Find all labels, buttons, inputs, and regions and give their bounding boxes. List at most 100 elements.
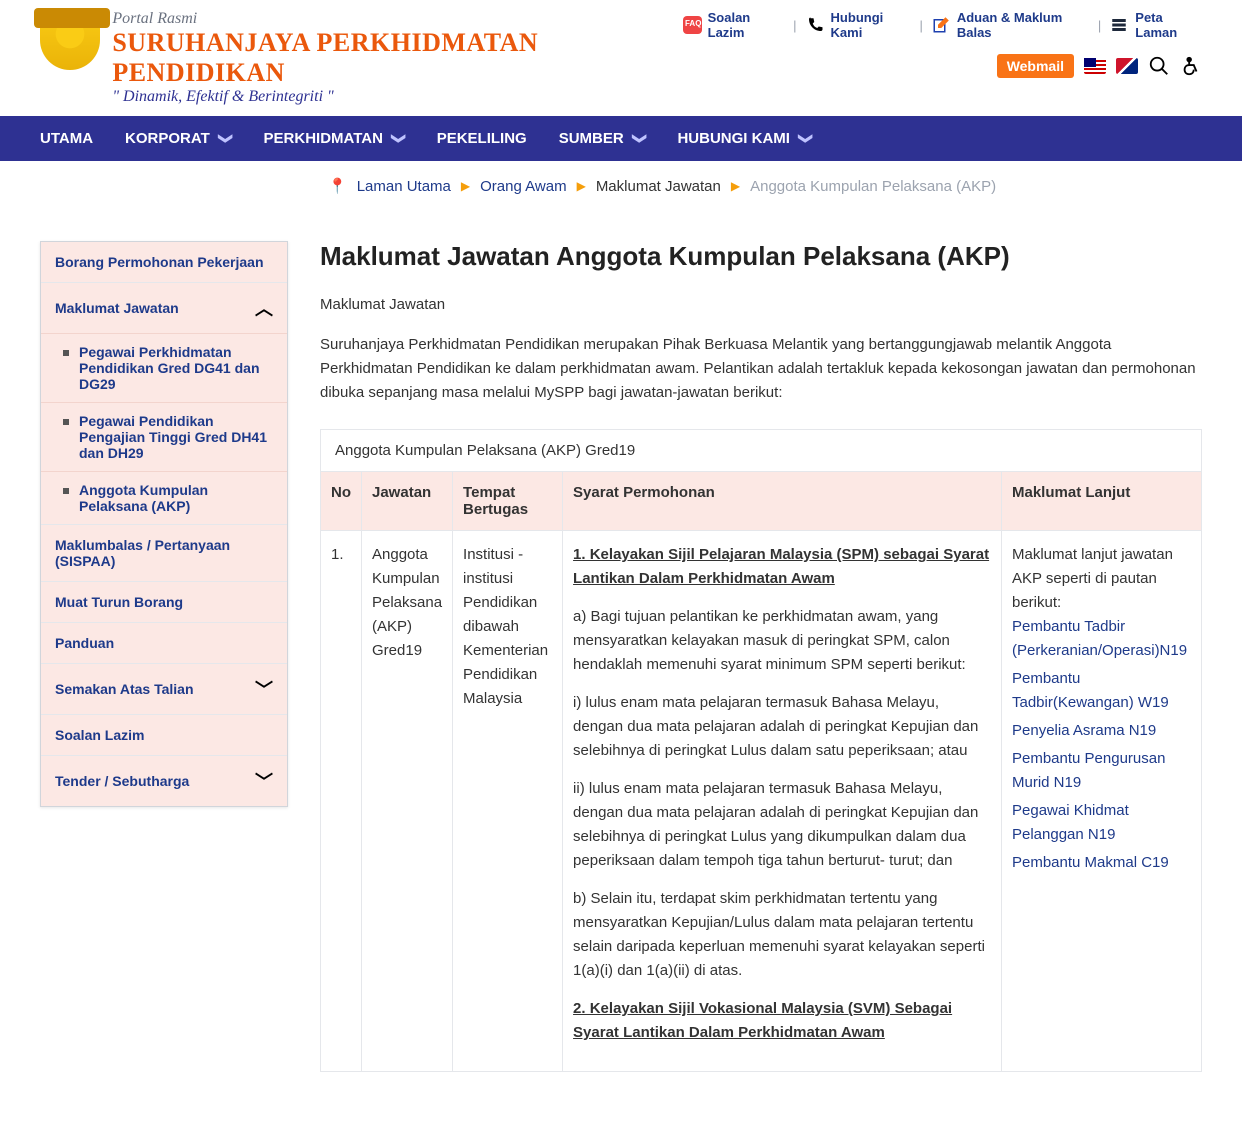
cell-syarat: 1. Kelayakan Sijil Pelajaran Malaysia (S… xyxy=(563,531,1002,1072)
faq-icon xyxy=(683,16,702,34)
chevron-right-icon: ▶ xyxy=(731,179,740,193)
nav-item-korporat[interactable]: KORPORAT❯ xyxy=(125,130,231,147)
contact-link[interactable]: Hubungi Kami xyxy=(805,10,912,40)
crest-icon xyxy=(40,10,100,70)
header-right: Soalan Lazim | Hubungi Kami | Aduan & Ma… xyxy=(683,10,1202,78)
sidebar-item-label: Borang Permohonan Pekerjaan xyxy=(55,254,264,270)
breadcrumb-wrap: 📍 Laman Utama ▶ Orang Awam ▶ Maklumat Ja… xyxy=(0,161,1242,211)
sidebar-sub-item[interactable]: Pegawai Perkhidmatan Pendidikan Gred DG4… xyxy=(41,333,287,402)
chevron-down-icon: ﹀ xyxy=(255,676,273,702)
chevron-down-icon: ❯ xyxy=(390,133,407,145)
sidebar-sub-item[interactable]: Anggota Kumpulan Pelaksana (AKP) xyxy=(41,471,287,524)
bullet-icon xyxy=(63,419,69,425)
bullet-icon xyxy=(63,488,69,494)
site-header: Portal Rasmi SURUHANJAYA PERKHIDMATAN PE… xyxy=(0,0,1242,116)
sidebar-sub-label: Pegawai Pendidikan Pengajian Tinggi Gred… xyxy=(79,413,273,461)
sitemap-icon xyxy=(1109,16,1129,34)
nav-label: UTAMA xyxy=(40,130,93,147)
nav-label: SUMBER xyxy=(559,130,624,147)
breadcrumb: 📍 Laman Utama ▶ Orang Awam ▶ Maklumat Ja… xyxy=(328,177,1242,195)
search-icon[interactable] xyxy=(1148,55,1170,77)
chevron-up-icon: ︿ xyxy=(255,295,273,321)
sidebar-item-label: Panduan xyxy=(55,635,114,651)
accessibility-icon[interactable] xyxy=(1180,55,1202,77)
logo-text: Portal Rasmi SURUHANJAYA PERKHIDMATAN PE… xyxy=(112,10,683,106)
page-subtitle: Maklumat Jawatan xyxy=(320,296,1202,313)
cell-jawatan: Anggota Kumpulan Pelaksana (AKP) Gred19 xyxy=(362,531,453,1072)
faq-link-label: Soalan Lazim xyxy=(708,10,786,40)
jawatan-table: Anggota Kumpulan Pelaksana (AKP) Gred19 … xyxy=(320,429,1202,1072)
req-h1: 1. Kelayakan Sijil Pelajaran Malaysia (S… xyxy=(573,546,989,587)
req-i2: ii) lulus enam mata pelajaran termasuk B… xyxy=(573,777,991,873)
form-icon xyxy=(931,16,951,34)
nav-item-hubungi-kami[interactable]: HUBUNGI KAMI ❯ xyxy=(677,130,811,147)
nav-label: PERKHIDMATAN xyxy=(264,130,383,147)
nav-item-perkhidmatan[interactable]: PERKHIDMATAN ❯ xyxy=(264,130,405,147)
lanjut-link[interactable]: Pembantu Tadbir (Perkeranian/Operasi)N19 xyxy=(1012,615,1191,663)
req-b: b) Selain itu, terdapat skim perkhidmata… xyxy=(573,887,991,983)
portal-label: Portal Rasmi xyxy=(112,10,683,28)
lanjut-link[interactable]: Penyelia Asrama N19 xyxy=(1012,719,1191,743)
req-a: a) Bagi tujuan pelantikan ke perkhidmata… xyxy=(573,605,991,677)
crumb-l2: Maklumat Jawatan xyxy=(596,178,721,195)
table-caption: Anggota Kumpulan Pelaksana (AKP) Gred19 xyxy=(320,429,1202,471)
table-header: No xyxy=(321,472,362,531)
nav-item-sumber[interactable]: SUMBER ❯ xyxy=(559,130,646,147)
sidebar-item[interactable]: Maklumbalas / Pertanyaan (SISPAA) xyxy=(41,525,287,581)
sidebar-item-label: Maklumat Jawatan xyxy=(55,300,179,316)
lanjut-intro: Maklumat lanjut jawatan AKP seperti di p… xyxy=(1012,543,1191,615)
chevron-down-icon: ﹀ xyxy=(255,768,273,794)
nav-label: PEKELILING xyxy=(437,130,527,147)
sidebar-item[interactable]: Semakan Atas Talian﹀ xyxy=(41,664,287,714)
page-intro: Suruhanjaya Perkhidmatan Pendidikan meru… xyxy=(320,333,1202,405)
sidebar-item[interactable]: Borang Permohonan Pekerjaan xyxy=(41,242,287,282)
table-header: Syarat Permohonan xyxy=(563,472,1002,531)
tool-row: Webmail xyxy=(997,54,1202,78)
webmail-button[interactable]: Webmail xyxy=(997,54,1074,78)
nav-label: HUBUNGI KAMI xyxy=(677,130,790,147)
nav-item-pekeliling[interactable]: PEKELILING xyxy=(437,130,527,147)
nav-label: KORPORAT xyxy=(125,130,210,147)
cell-no: 1. xyxy=(321,531,362,1072)
nav-item-utama[interactable]: UTAMA xyxy=(40,130,93,147)
lang-my-icon[interactable] xyxy=(1084,58,1106,74)
content: Maklumat Jawatan Anggota Kumpulan Pelaks… xyxy=(320,241,1202,1082)
chevron-down-icon: ❯ xyxy=(797,133,814,145)
sitemap-link[interactable]: Peta Laman xyxy=(1109,10,1202,40)
table-header: Maklumat Lanjut xyxy=(1002,472,1202,531)
sidebar-item[interactable]: Maklumat Jawatan ︿ xyxy=(41,283,287,333)
sidebar-item-label: Soalan Lazim xyxy=(55,727,144,743)
lanjut-link[interactable]: Pegawai Khidmat Pelanggan N19 xyxy=(1012,799,1191,847)
table-header: Jawatan xyxy=(362,472,453,531)
main-nav: UTAMAKORPORAT❯PERKHIDMATAN❯PEKELILINGSUM… xyxy=(0,116,1242,161)
cell-lanjut: Maklumat lanjut jawatan AKP seperti di p… xyxy=(1002,531,1202,1072)
sidebar-item[interactable]: Panduan xyxy=(41,623,287,663)
faq-link[interactable]: Soalan Lazim xyxy=(683,10,785,40)
feedback-link[interactable]: Aduan & Maklum Balas xyxy=(931,10,1090,40)
logo-block: Portal Rasmi SURUHANJAYA PERKHIDMATAN PE… xyxy=(40,10,683,106)
table-header: Tempat Bertugas xyxy=(453,472,563,531)
lang-en-icon[interactable] xyxy=(1116,58,1138,74)
chevron-right-icon: ▶ xyxy=(461,179,470,193)
table-row: 1. Anggota Kumpulan Pelaksana (AKP) Gred… xyxy=(321,531,1202,1072)
site-motto: " Dinamik, Efektif & Berintegriti " xyxy=(112,88,683,106)
crumb-home[interactable]: Laman Utama xyxy=(357,178,451,195)
sidebar-item-label: Tender / Sebutharga xyxy=(55,773,189,789)
req-i1: i) lulus enam mata pelajaran termasuk Ba… xyxy=(573,691,991,763)
sidebar-sub-label: Pegawai Perkhidmatan Pendidikan Gred DG4… xyxy=(79,344,273,392)
sidebar-sub-label: Anggota Kumpulan Pelaksana (AKP) xyxy=(79,482,273,514)
contact-link-label: Hubungi Kami xyxy=(831,10,912,40)
sidebar-item[interactable]: Soalan Lazim xyxy=(41,715,287,755)
chevron-down-icon: ❯ xyxy=(631,133,648,145)
sidebar-item[interactable]: Tender / Sebutharga ﹀ xyxy=(41,756,287,806)
chevron-right-icon: ▶ xyxy=(577,179,586,193)
cell-tempat: Institusi -institusi Pendidikan dibawah … xyxy=(453,531,563,1072)
sidebar-sub-item[interactable]: Pegawai Pendidikan Pengajian Tinggi Gred… xyxy=(41,402,287,471)
lanjut-link[interactable]: Pembantu Tadbir(Kewangan) W19 xyxy=(1012,667,1191,715)
page-title: Maklumat Jawatan Anggota Kumpulan Pelaks… xyxy=(320,241,1202,272)
lanjut-link[interactable]: Pembantu Makmal C19 xyxy=(1012,851,1191,875)
lanjut-link[interactable]: Pembantu Pengurusan Murid N19 xyxy=(1012,747,1191,795)
sidebar-item[interactable]: Muat Turun Borang xyxy=(41,582,287,622)
crumb-l1[interactable]: Orang Awam xyxy=(480,178,566,195)
req-h2: 2. Kelayakan Sijil Vokasional Malaysia (… xyxy=(573,1000,952,1041)
